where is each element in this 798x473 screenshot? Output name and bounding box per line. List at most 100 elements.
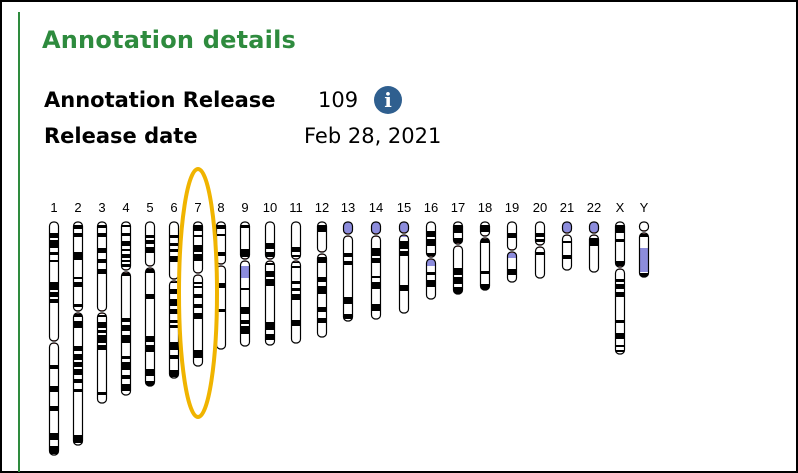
- chromosome-band: [480, 284, 490, 290]
- chromosome-band: [73, 277, 83, 279]
- chromosome-band: [615, 350, 625, 352]
- chromosome-band: [453, 225, 463, 233]
- chromosome-X[interactable]: [614, 221, 626, 355]
- chromosome-band: [265, 279, 275, 286]
- chromosome-band: [453, 238, 463, 244]
- chromosome-band: [121, 356, 131, 359]
- chromosome-7[interactable]: [192, 221, 204, 367]
- chromosome-band: [121, 233, 131, 236]
- chromosome-4[interactable]: [120, 221, 132, 396]
- chromosome-band: [169, 299, 179, 306]
- chromosome-band: [216, 234, 226, 236]
- chromosome-band: [73, 225, 83, 229]
- chromosome-22[interactable]: [588, 221, 600, 273]
- chromosome-15[interactable]: [398, 221, 410, 314]
- chromosome-band: [317, 307, 327, 312]
- chromosome-label-13: 13: [341, 200, 355, 215]
- chromosome-band: [371, 248, 381, 256]
- chromosome-band: [216, 225, 226, 229]
- chromosome-band: [639, 273, 649, 277]
- chromosome-band: [145, 268, 155, 273]
- chromosome-band: [193, 245, 203, 252]
- heterochromatin-band: [639, 248, 649, 272]
- section-title: Annotation details: [42, 26, 296, 54]
- chromosome-12[interactable]: [316, 221, 328, 338]
- chromosome-band: [371, 282, 381, 289]
- chromosome-band: [49, 282, 59, 290]
- chromosome-20[interactable]: [534, 221, 546, 279]
- chromosome-band: [480, 271, 490, 274]
- chromosome-3[interactable]: [96, 221, 108, 404]
- chromosome-5[interactable]: [144, 221, 156, 387]
- chromosome-band: [73, 321, 83, 328]
- chromosome-band: [615, 320, 625, 323]
- chromosome-band: [169, 325, 179, 328]
- chromosome-band: [507, 269, 517, 275]
- chromosome-band: [121, 264, 131, 267]
- annotation-release-label: Annotation Release: [44, 88, 276, 112]
- chromosome-19[interactable]: [506, 221, 518, 283]
- chromosome-band: [169, 243, 179, 246]
- chromosome-band: [317, 257, 327, 263]
- chromosome-band: [193, 304, 203, 308]
- annotation-release-value: 109: [318, 88, 359, 112]
- chromosome-band: [145, 240, 155, 244]
- chromosome-band: [73, 389, 83, 392]
- chromosome-label-20: 20: [533, 200, 547, 215]
- heterochromatin-band: [589, 222, 599, 235]
- chromosome-band: [240, 326, 250, 334]
- chromosome-Y[interactable]: [638, 221, 650, 281]
- chromosome-1[interactable]: [48, 221, 60, 456]
- chromosome-16[interactable]: [425, 221, 437, 300]
- chromosome-band: [265, 263, 275, 265]
- chromosome-band: [73, 282, 83, 287]
- chromosome-14[interactable]: [370, 221, 382, 320]
- chromosome-band: [145, 336, 155, 342]
- chromosome-band: [399, 241, 409, 249]
- chromosome-2[interactable]: [72, 221, 84, 446]
- chromosome-band: [121, 362, 131, 370]
- chromosome-band: [426, 272, 436, 275]
- chromosome-band: [97, 233, 107, 237]
- chromosome-band: [73, 304, 83, 307]
- chromosome-10[interactable]: [264, 221, 276, 346]
- chromosome-11[interactable]: [290, 221, 302, 344]
- chromosome-band: [73, 354, 83, 360]
- chromosome-band: [121, 325, 131, 331]
- chromosome-label-12: 12: [315, 200, 329, 215]
- chromosome-band: [615, 292, 625, 297]
- chromosome-17[interactable]: [452, 221, 464, 295]
- chromosome-band: [480, 225, 490, 232]
- chromosome-band: [121, 241, 131, 246]
- release-date-label: Release date: [44, 124, 198, 148]
- chromosome-band: [169, 370, 179, 377]
- chromosome-band: [562, 241, 572, 243]
- chromosome-18[interactable]: [479, 221, 491, 292]
- chromosome-band: [291, 294, 301, 300]
- chromosome-9[interactable]: [239, 221, 251, 347]
- chromosome-21[interactable]: [561, 221, 573, 271]
- chromosome-band: [480, 238, 490, 243]
- panel-left-border: [18, 12, 20, 472]
- chromosome-band: [507, 233, 517, 238]
- chromosome-band: [615, 279, 625, 282]
- chromosome-label-2: 2: [74, 200, 81, 215]
- info-icon[interactable]: i: [374, 86, 402, 114]
- chromosome-band: [317, 318, 327, 323]
- chromosome-band: [343, 253, 353, 257]
- chromosome-band: [169, 309, 179, 314]
- chromosome-band: [615, 345, 625, 347]
- chromosome-13[interactable]: [342, 221, 354, 322]
- chromosome-band: [97, 259, 107, 263]
- heterochromatin-band: [343, 222, 353, 237]
- chromosome-band: [216, 283, 226, 288]
- chromosome-band: [240, 225, 250, 228]
- chromosome-band: [49, 252, 59, 255]
- chromosome-band: [97, 225, 107, 228]
- chromosome-band: [265, 271, 275, 277]
- chromosome-band: [121, 225, 131, 227]
- chromosome-band: [615, 284, 625, 289]
- chromosome-band: [317, 277, 327, 282]
- chromosome-label-18: 18: [478, 200, 492, 215]
- chromosome-band: [49, 433, 59, 440]
